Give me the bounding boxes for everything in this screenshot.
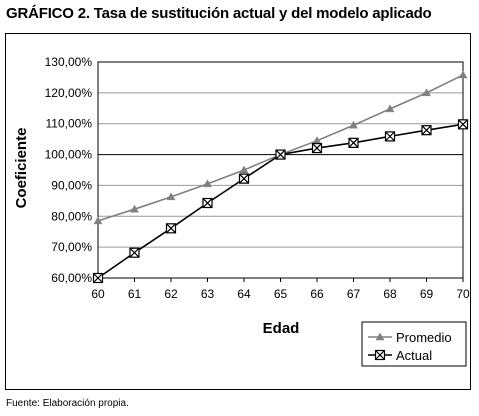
point-actual-65 (275, 149, 286, 160)
y-tick-label: 120,00% (45, 86, 93, 100)
point-actual-69 (421, 125, 432, 136)
point-actual-70 (457, 119, 469, 130)
legend-item-promedio: Promedio (368, 330, 452, 345)
x-tick-label: 68 (383, 287, 397, 301)
plot-border (97, 61, 464, 279)
x-tick-label: 66 (310, 287, 324, 301)
legend-label: Promedio (396, 330, 452, 345)
x-tick-label: 64 (237, 287, 251, 301)
point-actual-64 (238, 173, 250, 184)
y-tick-label: 60,00% (51, 271, 92, 285)
point-actual-63 (202, 197, 213, 209)
legend-label: Actual (396, 348, 432, 363)
legend-marker-triangle (375, 332, 385, 341)
x-tick-label: 61 (128, 287, 142, 301)
series-line-actual (97, 123, 464, 279)
x-tick-label: 62 (164, 287, 178, 301)
point-actual-60 (92, 272, 104, 284)
point-promedio-70 (458, 70, 468, 79)
point-promedio-61 (130, 204, 139, 213)
series-line-promedio (97, 74, 464, 222)
point-promedio-63 (203, 179, 212, 188)
point-promedio-64 (239, 165, 249, 174)
y-tick-label: 70,00% (51, 240, 92, 254)
point-actual-61 (129, 247, 140, 258)
y-tick-label: 90,00% (51, 178, 92, 192)
chart-frame (5, 33, 471, 390)
x-axis-title: Edad (263, 320, 300, 337)
point-promedio-60 (93, 216, 103, 225)
y-tick-labels: 60,00% 70,00% 80,00% 90,00% 100,00% 110,00% 12… (45, 55, 93, 285)
y-tick-label: 110,00% (46, 117, 93, 131)
point-promedio-68 (385, 104, 395, 113)
x-tick-label: 67 (347, 287, 361, 301)
point-promedio-67 (349, 120, 358, 129)
y-axis-title: Coeficiente (13, 128, 30, 209)
x-tick-label: 69 (420, 287, 434, 301)
point-actual-62 (165, 223, 177, 234)
series-markers (92, 70, 469, 284)
plot-area (97, 61, 464, 279)
x-tick-label: 63 (201, 287, 215, 301)
y-tick-label: 80,00% (51, 209, 92, 223)
point-actual-66 (311, 142, 323, 154)
point-promedio-69 (422, 88, 431, 97)
x-tick-label: 65 (274, 287, 288, 301)
x-tick-label: 70 (456, 287, 470, 301)
point-actual-67 (348, 137, 359, 148)
legend: Promedio Actual (361, 321, 467, 367)
source-note: Fuente: Elaboración propia. (6, 398, 129, 409)
x-tick-labels: 60 61 62 63 64 65 66 67 68 69 70 (91, 278, 470, 301)
y-tick-label: 130,00% (45, 55, 93, 69)
chart-title: GRÁFICO 2. Tasa de sustitución actual y … (6, 5, 432, 22)
point-promedio-62 (166, 192, 176, 201)
x-tick-label: 60 (91, 287, 105, 301)
legend-item-actual: Actual (368, 348, 432, 363)
legend-marker-boxed-x (374, 349, 386, 361)
grid-lines (98, 61, 463, 279)
y-tick-label: 100,00% (45, 148, 93, 162)
point-actual-68 (384, 131, 396, 142)
